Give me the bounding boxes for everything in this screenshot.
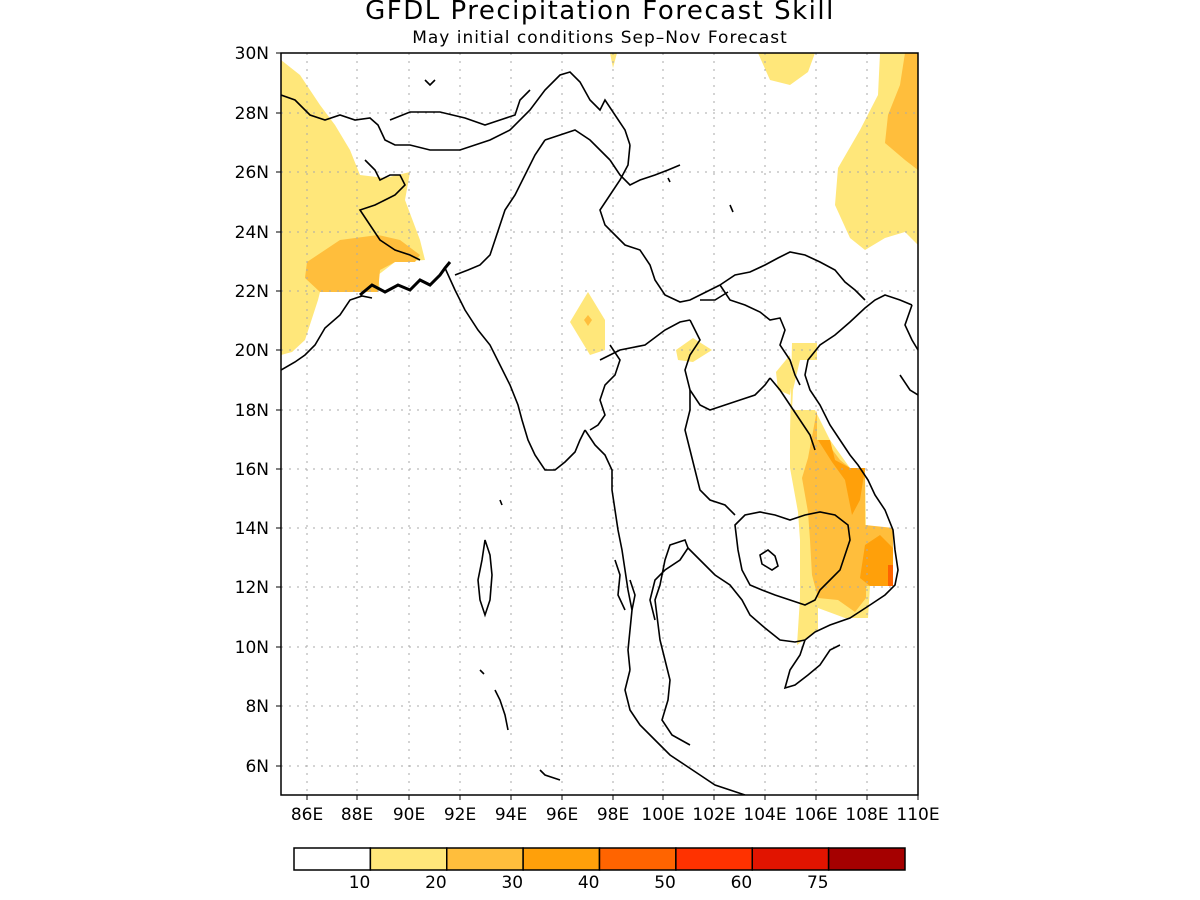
colorbar-swatch [293, 847, 372, 871]
lon-label: 94E [495, 805, 527, 825]
coastline-south-china [899, 304, 918, 396]
lat-label: 8N [245, 697, 269, 717]
lon-label: 108E [845, 805, 888, 825]
colorbar-label: 10 [349, 873, 371, 893]
island-small-2 [494, 689, 509, 731]
lon-tick-labels: 86E 88E 90E 92E 94E 96E 98E 100E 102E 10… [291, 805, 940, 825]
coastline-vietnam-south-tip [783, 639, 841, 690]
colorbar: 10 20 30 40 50 60 75 [293, 847, 906, 893]
lat-label: 30N [235, 44, 269, 64]
coastline-gulf-of-thailand [687, 547, 806, 643]
colorbar-label: 30 [501, 873, 523, 893]
island-small-5 [424, 79, 436, 87]
border-india-north [281, 71, 631, 151]
colorbar-swatch [675, 847, 753, 871]
lon-label: 90E [393, 805, 425, 825]
lat-label: 24N [235, 223, 269, 243]
lat-label: 16N [235, 460, 269, 480]
lat-label: 20N [235, 341, 269, 361]
border-thailand-myanmar [589, 319, 691, 431]
island-small-3 [499, 499, 503, 506]
andaman-islands [477, 539, 493, 618]
coastline-myanmar-west [444, 267, 586, 471]
border-bhutan [389, 89, 531, 126]
ganges-delta [359, 261, 452, 297]
colorbar-label: 75 [807, 873, 829, 893]
skill-region-30-40-vietnam-south [860, 535, 893, 586]
tonle-sap-lake [759, 549, 779, 571]
colorbar-swatch [827, 847, 906, 871]
lat-label: 18N [235, 401, 269, 421]
skill-region-10-20-northwest [281, 60, 425, 355]
tick-marks [276, 52, 919, 800]
colorbar-swatch [446, 847, 524, 871]
island-small-6 [729, 204, 734, 213]
lon-label: 88E [341, 805, 373, 825]
skill-region-20-30-northeast [885, 53, 918, 170]
skill-region-40-50-vietnam [888, 565, 893, 586]
skill-region-30-40-vietnam [818, 440, 865, 515]
lon-label: 86E [291, 805, 323, 825]
lon-label: 92E [444, 805, 476, 825]
lat-tick-labels: 30N 28N 26N 24N 22N 20N 18N 16N 14N 12N … [235, 44, 269, 777]
skill-region-20-30-west [305, 235, 420, 292]
border-laos [684, 284, 816, 451]
lon-label: 102E [692, 805, 735, 825]
colorbar-swatch [751, 847, 830, 871]
lat-label: 12N [235, 578, 269, 598]
plot-frame [280, 52, 919, 796]
island-small-4 [539, 769, 561, 781]
colorbar-label: 40 [578, 873, 600, 893]
colorbar-swatch [598, 847, 677, 871]
colorbar-label: 50 [654, 873, 676, 893]
coastline-bay-of-bengal-west [281, 295, 373, 371]
lon-label: 106E [794, 805, 837, 825]
lat-label: 22N [235, 282, 269, 302]
colorbar-swatch [522, 847, 601, 871]
island-small-7 [667, 177, 671, 183]
skill-region-10-20-vietnam-upper [776, 355, 792, 395]
colorbar-swatch [369, 847, 448, 871]
border-china-tibet [609, 159, 729, 301]
border-cambodia [734, 511, 851, 606]
map-subtitle: May initial conditions Sep–Nov Forecast [412, 28, 788, 48]
lon-label: 98E [597, 805, 629, 825]
skill-region-10-20-west-notch [362, 178, 400, 205]
border-myanmar-north [599, 144, 721, 303]
mergui-archipelago [614, 559, 636, 611]
coastline-thai-peninsula-east [649, 538, 691, 746]
lat-label: 6N [245, 757, 269, 777]
border-thailand-east [684, 390, 736, 516]
coastline-myanmar-south [584, 429, 633, 671]
border-laos-china [719, 251, 866, 301]
skill-region-20-30-myanmar-dot [584, 315, 592, 326]
skill-region-10-20-north-center [610, 53, 617, 68]
colorbar-label: 60 [731, 873, 753, 893]
border-bangladesh [358, 159, 421, 261]
lon-label: 100E [641, 805, 684, 825]
lat-label: 26N [235, 163, 269, 183]
skill-region-10-20-north-east [758, 53, 815, 85]
lon-label: 110E [896, 805, 939, 825]
coastline-vietnam [804, 294, 913, 641]
lat-label: 28N [235, 104, 269, 124]
border-india-myanmar [454, 129, 611, 276]
lon-label: 104E [743, 805, 786, 825]
colorbar-label: 20 [425, 873, 447, 893]
lon-label: 96E [546, 805, 578, 825]
coastlines-and-borders [281, 71, 918, 795]
lat-label: 10N [235, 638, 269, 658]
skill-shading [281, 53, 918, 645]
island-small-1 [479, 669, 485, 675]
lat-label: 14N [235, 519, 269, 539]
map-title: GFDL Precipitation Forecast Skill [365, 0, 835, 26]
coastline-thai-peninsula-west [624, 669, 746, 795]
islands [424, 79, 734, 781]
